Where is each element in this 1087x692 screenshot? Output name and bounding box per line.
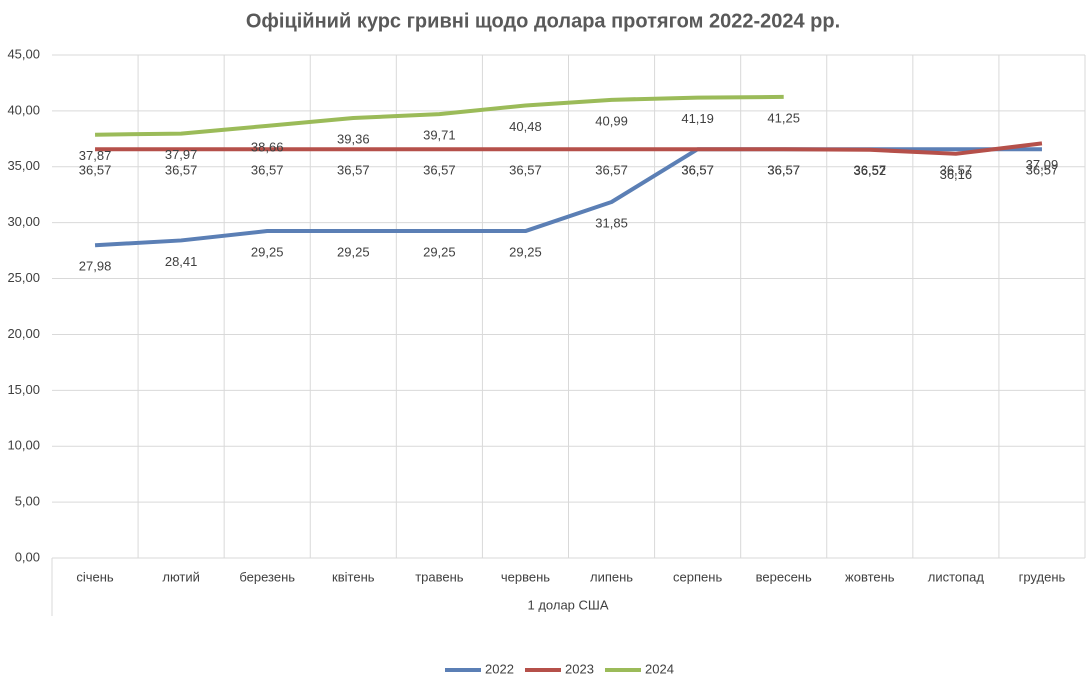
data-label: 41,25 [767, 110, 800, 125]
x-tick-label: серпень [673, 569, 722, 584]
x-tick-label: січень [76, 569, 114, 584]
x-tick-label: вересень [756, 569, 812, 584]
data-label: 29,25 [337, 244, 370, 259]
x-tick-label: жовтень [845, 569, 895, 584]
y-tick-label: 30,00 [7, 214, 40, 229]
data-label: 36,52 [854, 163, 887, 178]
data-label: 40,99 [595, 113, 628, 128]
data-label: 36,57 [767, 163, 800, 178]
data-label: 36,57 [165, 163, 198, 178]
data-label: 40,48 [509, 119, 542, 134]
data-label: 36,57 [251, 163, 284, 178]
data-label: 36,57 [79, 163, 112, 178]
data-label: 31,85 [595, 215, 628, 230]
y-tick-label: 0,00 [15, 549, 40, 564]
y-tick-label: 40,00 [7, 102, 40, 117]
x-tick-label: листопад [928, 569, 985, 584]
x-tick-label: травень [415, 569, 464, 584]
x-tick-label: грудень [1019, 569, 1066, 584]
data-label: 37,87 [79, 148, 112, 163]
x-tick-label: липень [590, 569, 633, 584]
x-tick-label: червень [501, 569, 550, 584]
line-series [95, 94, 784, 137]
x-tick-label: лютий [162, 569, 200, 584]
data-label: 36,57 [681, 163, 714, 178]
x-axis-label: 1 долар США [527, 597, 608, 612]
legend-label: 2023 [565, 661, 594, 676]
data-label: 37,09 [1026, 157, 1059, 172]
data-label: 36,57 [509, 163, 542, 178]
x-tick-label: квітень [332, 569, 375, 584]
y-tick-label: 25,00 [7, 270, 40, 285]
y-tick-label: 10,00 [7, 438, 40, 453]
data-label: 29,25 [423, 244, 456, 259]
data-label: 29,25 [509, 244, 542, 259]
data-label: 27,98 [79, 259, 112, 274]
y-tick-label: 45,00 [7, 46, 40, 61]
y-tick-label: 35,00 [7, 158, 40, 173]
y-tick-label: 15,00 [7, 382, 40, 397]
data-label: 39,36 [337, 131, 370, 146]
legend-label: 2024 [645, 661, 674, 676]
line-series [95, 141, 1043, 156]
legend-label: 2022 [485, 661, 514, 676]
data-label: 36,57 [940, 163, 973, 178]
data-label: 36,16 [940, 167, 973, 182]
data-label: 29,25 [251, 244, 284, 259]
data-label: 36,57 [595, 163, 628, 178]
data-label: 28,41 [165, 254, 198, 269]
y-tick-label: 5,00 [15, 494, 40, 509]
data-label: 37,97 [165, 147, 198, 162]
x-tick-label: березень [239, 569, 295, 584]
data-label: 36,57 [767, 163, 800, 178]
chart-title: Офіційний курс гривні щодо долара протяг… [246, 10, 840, 32]
data-label: 39,71 [423, 128, 456, 143]
data-label: 41,19 [681, 111, 714, 126]
data-label: 36,57 [1026, 163, 1059, 178]
data-label: 36,57 [854, 163, 887, 178]
y-tick-label: 20,00 [7, 326, 40, 341]
data-label: 38,66 [251, 139, 284, 154]
data-label: 36,57 [423, 163, 456, 178]
data-label: 36,57 [681, 163, 714, 178]
data-label: 36,57 [337, 163, 370, 178]
